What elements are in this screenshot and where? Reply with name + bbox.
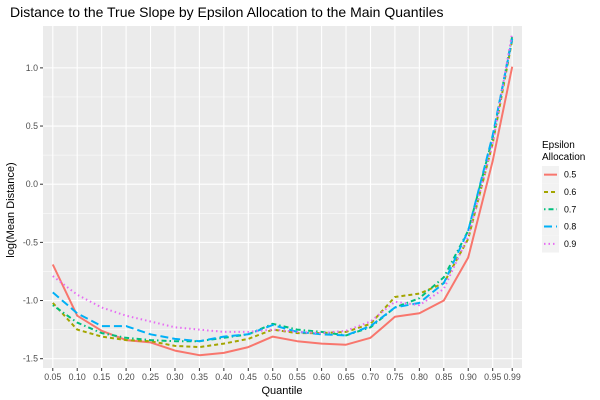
x-tick-label: 0.05 [44,372,61,382]
x-tick-label: 0.55 [289,372,306,382]
x-tick-label: 0.40 [215,372,232,382]
legend-label: 0.7 [564,204,576,214]
y-tick-label: 0.5 [26,121,38,131]
y-tick-label: -0.5 [23,237,38,247]
legend-label: 0.8 [564,222,576,232]
y-tick-label: 0.0 [26,179,38,189]
x-tick-label: 0.45 [240,372,257,382]
y-axis-title: log(Mean Distance) [5,162,17,257]
y-tick-label: -1.0 [23,296,38,306]
x-tick-label: 0.30 [166,372,183,382]
x-tick-label: 0.95 [484,372,501,382]
x-tick-label: 0.50 [264,372,281,382]
x-axis: 0.05 0.10 0.15 0.20 0.25 0.30 0.35 0.40 0.45 0.50… [44,368,521,382]
x-tick-label: 0.25 [142,372,159,382]
y-axis: -1.5 -1.0 -0.5 0.0 0.5 1.0 [23,63,43,364]
x-tick-label: 0.35 [191,372,208,382]
series-line-0-6 [52,39,514,349]
series-line-0-8 [52,38,514,343]
grid-lines [43,26,522,368]
x-tick-label: 0.85 [435,372,452,382]
x-tick-label: 0.90 [460,372,477,382]
legend-label: 0.6 [564,187,576,197]
x-tick-label: 0.80 [411,372,428,382]
legend-key-bg [542,235,559,253]
x-tick-label: 0.60 [313,372,330,382]
chart-title: Distance to the True Slope by Epsilon Al… [10,4,443,20]
x-axis-title: Quantile [262,385,303,397]
x-tick-label: 0.65 [337,372,354,382]
plot-panel [43,26,522,368]
legend-label: 0.9 [564,239,576,249]
x-tick-label: 0.20 [118,372,135,382]
x-tick-label: 0.99 [504,372,521,382]
x-tick-label: 0.70 [362,372,379,382]
legend-title: Epsilon Allocation [542,140,585,163]
x-tick-label: 0.10 [69,372,86,382]
legend-key-bg [542,183,559,201]
y-tick-label: 1.0 [26,63,38,73]
series-line-0-5 [51,66,514,357]
legend: Epsilon Allocation 0.5 0.6 0.7 0.8 0.9 [542,140,585,253]
series-lines [51,32,514,357]
legend-label: 0.5 [564,170,576,180]
x-tick-label: 0.15 [93,372,110,382]
y-tick-label: -1.5 [23,354,38,364]
x-tick-label: 0.75 [386,372,403,382]
series-line-0-7 [52,36,514,343]
